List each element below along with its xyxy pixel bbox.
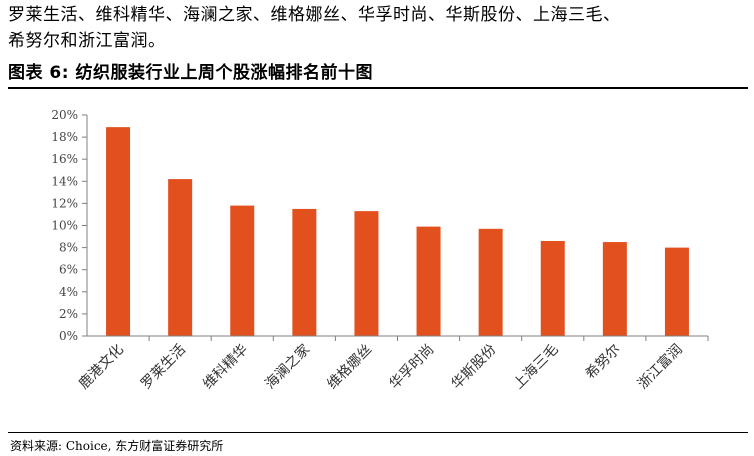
category-label: 鹿港文化 — [75, 341, 127, 393]
category-label: 希努尔 — [583, 342, 624, 383]
intro-line-2: 希努尔和浙江富润。 — [8, 31, 166, 51]
source-note: 资料来源: Choice, 东方财富证券研究所 — [10, 439, 224, 453]
y-tick-label: 0% — [59, 329, 78, 343]
y-tick-label: 20% — [51, 108, 78, 122]
bar-4 — [292, 208, 317, 336]
category-label: 维格娜丝 — [324, 342, 375, 393]
bar-8 — [540, 240, 565, 336]
y-tick-label: 18% — [51, 130, 78, 144]
category-label: 罗莱生活 — [138, 342, 189, 393]
bar-chart: 0% 2% 4% 6% 8% 10% 12% 14% 16% 18% 20% 鹿港文化 罗莱生活 维科精… — [51, 108, 709, 393]
y-tick-label: 10% — [51, 219, 78, 233]
bar-2 — [168, 179, 193, 336]
y-tick-label: 4% — [59, 285, 78, 299]
y-tick-label: 12% — [51, 196, 78, 210]
y-tick-label: 14% — [51, 174, 78, 188]
category-label: 海澜之家 — [262, 341, 314, 393]
bar-9 — [602, 242, 627, 336]
intro-line-1: 罗莱生活、维科精华、海澜之家、维格娜丝、华孚时尚、华斯股份、上海三毛、 — [8, 5, 621, 25]
figure-title: 图表 6: 纺织服装行业上周个股涨幅排名前十图 — [8, 63, 373, 83]
category-label: 华孚时尚 — [386, 342, 437, 393]
bar-7 — [478, 228, 503, 336]
y-tick-label: 8% — [59, 241, 78, 255]
intro-text: 罗莱生活、维科精华、海澜之家、维格娜丝、华孚时尚、华斯股份、上海三毛、 希努尔和… — [8, 2, 748, 54]
bars — [106, 127, 689, 336]
category-label: 上海三毛 — [511, 342, 562, 393]
y-tick-label: 16% — [51, 152, 78, 166]
category-label: 浙江富润 — [634, 341, 686, 393]
bar-1 — [106, 127, 131, 336]
category-label: 华斯股份 — [449, 342, 500, 393]
bottom-divider — [8, 432, 748, 433]
bar-5 — [354, 211, 379, 336]
bar-10 — [664, 247, 689, 336]
y-tick-label: 2% — [59, 307, 78, 321]
y-tick-label: 6% — [59, 263, 78, 277]
top-divider — [8, 87, 748, 89]
x-axis: 鹿港文化 罗莱生活 维科精华 海澜之家 维格娜丝 华孚时尚 华斯股份 上海三毛 希努尔 浙江富润 — [75, 335, 709, 393]
y-axis: 0% 2% 4% 6% 8% 10% 12% 14% 16% 18% 20% — [51, 108, 88, 343]
bar-6 — [416, 226, 441, 336]
category-label: 维科精华 — [200, 342, 251, 393]
bar-3 — [230, 205, 255, 336]
